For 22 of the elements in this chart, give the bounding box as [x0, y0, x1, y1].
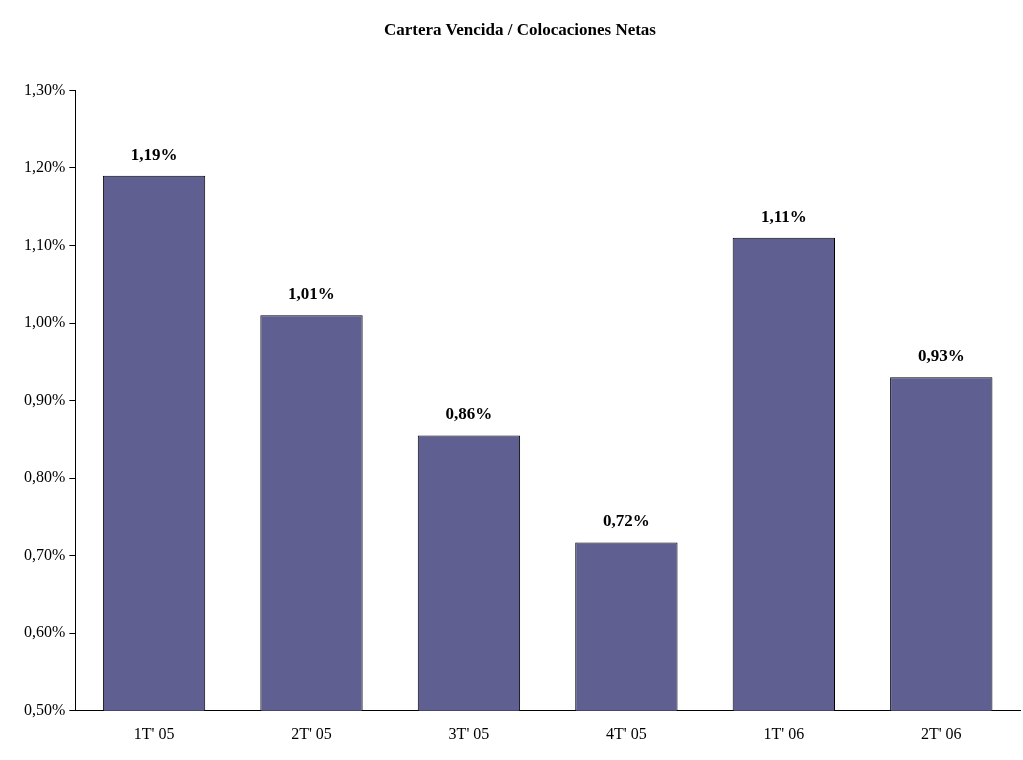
y-tick-label: 1,00%	[24, 313, 66, 331]
y-tick-label: 0,80%	[24, 468, 66, 486]
x-tick-label: 4T' 05	[606, 724, 647, 742]
x-tick-label: 2T' 05	[291, 724, 332, 742]
x-tick-label: 1T' 06	[763, 724, 805, 742]
data-label: 1,19%	[130, 144, 178, 164]
x-tick-label: 3T' 05	[448, 724, 490, 742]
y-tick-label: 0,70%	[24, 545, 66, 563]
data-label: 1,11%	[760, 206, 807, 226]
data-label: 0,86%	[445, 404, 493, 424]
data-label: 0,93%	[917, 346, 965, 366]
y-tick-label: 0,60%	[24, 623, 66, 641]
x-tick-label: 1T' 05	[133, 724, 175, 742]
y-tick-label: 1,30%	[24, 80, 66, 98]
data-label: 1,01%	[288, 284, 335, 304]
chart-title: Cartera Vencida / Colocaciones Netas	[384, 19, 657, 39]
y-tick-label: 1,20%	[24, 158, 66, 176]
y-tick-label: 0,90%	[24, 390, 66, 408]
x-tick-label: 2T' 06	[920, 724, 962, 742]
data-label: 0,72%	[603, 511, 650, 531]
y-tick-label: 1,10%	[24, 235, 66, 253]
y-tick-label: 0,50%	[24, 701, 66, 718]
